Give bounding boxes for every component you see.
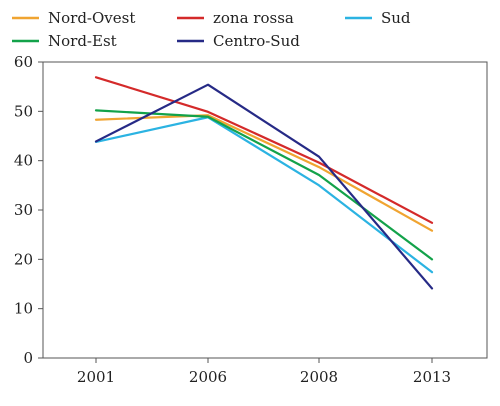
series-line-4 — [94, 83, 434, 290]
y-tick-label: 20 — [14, 250, 33, 268]
y-tick-label: 0 — [23, 349, 33, 367]
legend: Nord-Ovest zona rossa Sud Nord-Est Centro-Su… — [12, 9, 411, 50]
legend-label: Nord-Ovest — [48, 9, 135, 27]
x-tick-label: 2001 — [77, 368, 115, 386]
series-line-1 — [94, 76, 434, 224]
legend-label: Nord-Est — [48, 32, 117, 50]
y-tick-label: 30 — [14, 201, 33, 219]
series-line-3 — [94, 109, 434, 261]
series-line-2 — [94, 116, 434, 274]
x-tick-label: 2008 — [300, 368, 338, 386]
legend-label: Centro-Sud — [213, 32, 300, 50]
series-line-0 — [94, 114, 434, 232]
plot-frame — [42, 61, 488, 359]
y-tick-label: 10 — [14, 300, 33, 318]
y-tick-label: 60 — [14, 53, 33, 71]
legend-label: Sud — [381, 9, 411, 27]
legend-label: zona rossa — [213, 9, 294, 27]
plot-area: 0 10 20 30 40 50 60 2001 2006 2008 2013 — [14, 53, 488, 386]
x-tick-label: 2006 — [189, 368, 227, 386]
y-tick-label: 40 — [14, 152, 33, 170]
x-tick-label: 2013 — [413, 368, 451, 386]
y-tick-label: 50 — [14, 102, 33, 120]
